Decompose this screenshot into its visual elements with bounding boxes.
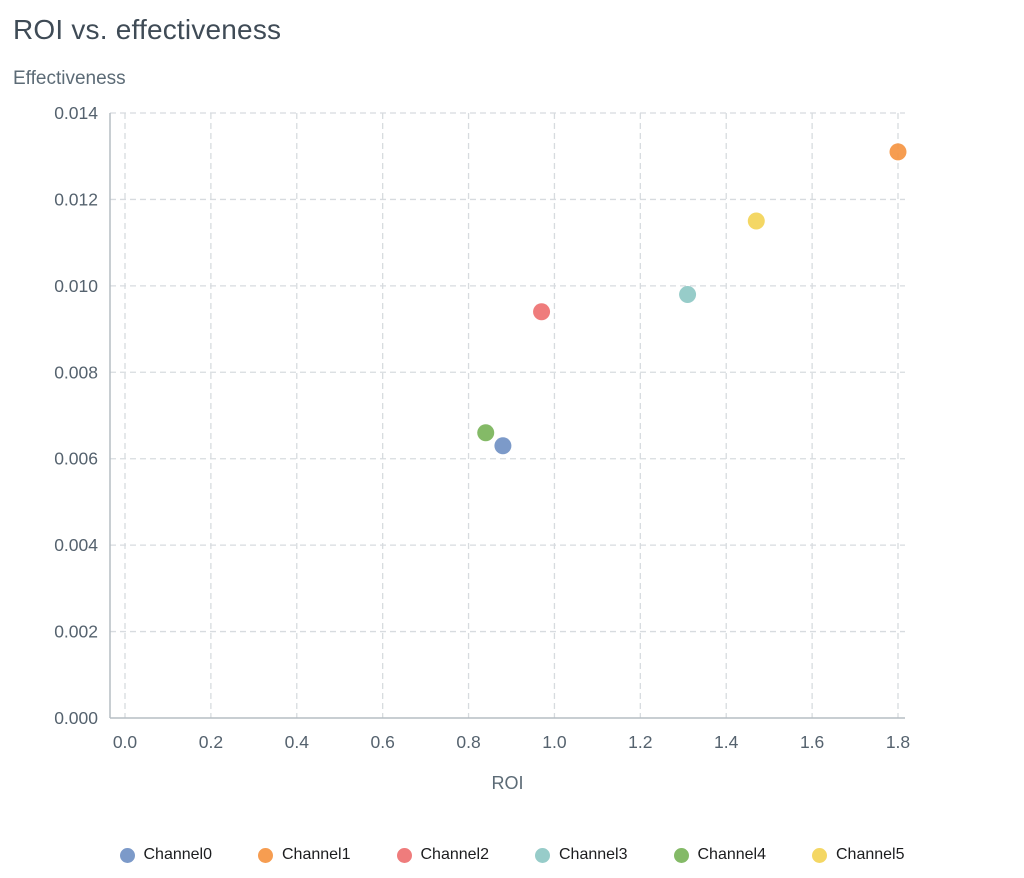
y-tick-label: 0.000 xyxy=(54,708,98,728)
tick-labels: 0.000 0.002 0.004 0.006 0.008 0.010 0.012 0.014… xyxy=(54,103,910,752)
y-tick-label: 0.010 xyxy=(54,276,98,296)
y-axis-title: Effectiveness xyxy=(13,68,126,89)
chart-legend: Channel0 Channel1 Channel2 Channel3 Channel4… xyxy=(0,846,1024,864)
data-point-channel1 xyxy=(889,143,907,161)
legend-label: Channel3 xyxy=(559,846,628,863)
x-tick-label: 1.0 xyxy=(542,732,567,752)
legend-item-channel5[interactable]: Channel5 xyxy=(812,846,905,864)
data-point-channel5 xyxy=(747,212,765,230)
legend-item-channel3[interactable]: Channel3 xyxy=(535,846,628,864)
data-point-channel3 xyxy=(679,286,697,303)
x-tick-label: 0.4 xyxy=(285,732,310,752)
y-tick-label: 0.002 xyxy=(54,622,98,642)
gridlines xyxy=(110,112,905,718)
x-tick-label: 1.6 xyxy=(800,732,824,752)
x-tick-label: 0.2 xyxy=(199,732,223,752)
x-tick-label: 1.4 xyxy=(714,732,739,752)
y-tick-label: 0.014 xyxy=(54,103,98,123)
legend-swatch-icon xyxy=(258,847,273,863)
legend-swatch-icon xyxy=(812,847,827,863)
data-point-channel2 xyxy=(533,303,551,321)
legend-item-channel2[interactable]: Channel2 xyxy=(396,846,490,864)
legend-swatch-icon xyxy=(673,847,689,863)
x-axis-title: ROI xyxy=(491,773,523,793)
legend-label: Channel2 xyxy=(420,846,490,863)
legend-item-channel0[interactable]: Channel0 xyxy=(119,846,213,864)
x-tick-label: 0.8 xyxy=(456,732,480,752)
y-tick-label: 0.006 xyxy=(54,449,98,469)
legend-item-channel4[interactable]: Channel4 xyxy=(673,846,767,864)
legend-label: Channel0 xyxy=(143,846,213,863)
x-tick-label: 0.6 xyxy=(371,732,395,752)
x-tick-label: 1.2 xyxy=(628,732,652,752)
data-points xyxy=(477,143,907,455)
legend-label: Channel4 xyxy=(697,846,767,863)
legend-swatch-icon xyxy=(535,847,550,863)
data-point-channel0 xyxy=(494,437,512,455)
x-tick-label: 1.8 xyxy=(886,732,910,752)
x-tick-label: 0.0 xyxy=(113,732,138,752)
legend-item-channel1[interactable]: Channel1 xyxy=(258,846,351,864)
chart-title: ROI vs. effectiveness xyxy=(13,14,282,45)
legend-swatch-icon xyxy=(119,847,135,863)
legend-swatch-icon xyxy=(396,847,412,863)
legend-label: Channel1 xyxy=(282,846,351,863)
scatter-plot: 0.000 0.002 0.004 0.006 0.008 0.010 0.012 0.014… xyxy=(54,103,910,793)
legend-label: Channel5 xyxy=(836,846,905,863)
y-tick-label: 0.008 xyxy=(54,362,98,382)
y-tick-label: 0.004 xyxy=(54,535,98,555)
y-tick-label: 0.012 xyxy=(54,189,98,209)
data-point-channel4 xyxy=(477,424,495,442)
